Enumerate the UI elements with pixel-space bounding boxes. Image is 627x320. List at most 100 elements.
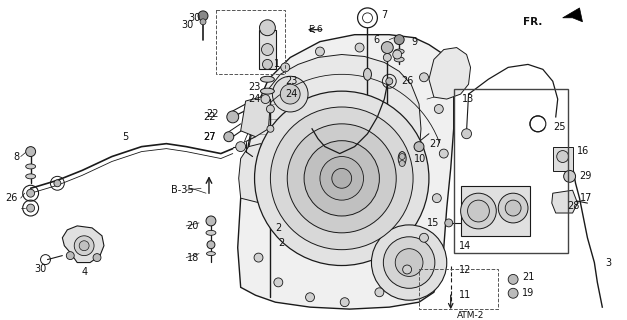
- Ellipse shape: [398, 152, 406, 165]
- Circle shape: [79, 241, 89, 251]
- Text: 15: 15: [426, 218, 439, 228]
- Circle shape: [272, 76, 308, 112]
- Text: 20: 20: [187, 221, 199, 231]
- Text: 12: 12: [458, 266, 471, 276]
- Text: 29: 29: [579, 171, 592, 181]
- Text: 28: 28: [567, 201, 580, 211]
- Text: 22: 22: [206, 109, 219, 119]
- Circle shape: [393, 50, 402, 59]
- Text: 5: 5: [122, 132, 128, 142]
- Circle shape: [320, 156, 364, 200]
- Text: 2: 2: [278, 238, 285, 248]
- Polygon shape: [238, 35, 454, 309]
- Text: 2: 2: [275, 223, 282, 233]
- Text: 9: 9: [411, 36, 417, 47]
- Polygon shape: [62, 226, 104, 262]
- Circle shape: [386, 78, 393, 85]
- Ellipse shape: [206, 230, 216, 235]
- Text: 24: 24: [285, 89, 298, 99]
- Circle shape: [254, 253, 263, 262]
- Circle shape: [505, 200, 521, 216]
- Circle shape: [371, 225, 447, 300]
- Circle shape: [260, 20, 275, 36]
- Ellipse shape: [260, 88, 275, 94]
- Circle shape: [207, 241, 215, 249]
- Bar: [216, 10, 285, 74]
- Bar: [258, 30, 277, 69]
- Circle shape: [266, 105, 275, 113]
- Text: 30: 30: [181, 20, 193, 30]
- Circle shape: [280, 84, 300, 104]
- Circle shape: [461, 129, 472, 139]
- Circle shape: [340, 298, 349, 307]
- Text: 26: 26: [401, 76, 414, 86]
- Circle shape: [206, 216, 216, 226]
- Ellipse shape: [260, 76, 275, 82]
- Text: 22: 22: [203, 112, 216, 122]
- Circle shape: [468, 200, 489, 222]
- Bar: [454, 89, 567, 253]
- Text: E-6: E-6: [308, 25, 323, 34]
- Text: 21: 21: [522, 272, 534, 283]
- Circle shape: [435, 105, 443, 114]
- Text: 7: 7: [381, 10, 387, 20]
- Circle shape: [200, 19, 206, 25]
- Circle shape: [261, 44, 273, 55]
- Circle shape: [305, 293, 315, 302]
- Ellipse shape: [394, 57, 404, 62]
- Polygon shape: [241, 97, 270, 137]
- Text: 16: 16: [577, 146, 589, 156]
- Circle shape: [255, 91, 429, 266]
- Text: 23: 23: [285, 76, 298, 86]
- Circle shape: [419, 73, 428, 82]
- Polygon shape: [249, 54, 421, 228]
- Text: 27: 27: [203, 132, 216, 142]
- Text: 10: 10: [414, 154, 426, 164]
- Circle shape: [375, 288, 384, 297]
- Text: 8: 8: [14, 152, 19, 162]
- Text: 17: 17: [579, 193, 592, 203]
- Text: 18: 18: [187, 252, 199, 263]
- Circle shape: [74, 236, 94, 256]
- Bar: [461, 186, 530, 236]
- Text: FR.: FR.: [524, 17, 543, 27]
- Polygon shape: [239, 144, 270, 203]
- Text: 27: 27: [203, 132, 216, 142]
- Circle shape: [315, 47, 324, 56]
- Text: 3: 3: [605, 258, 611, 268]
- Circle shape: [355, 43, 364, 52]
- Circle shape: [414, 142, 424, 152]
- Circle shape: [66, 252, 74, 260]
- Circle shape: [564, 171, 576, 182]
- Circle shape: [383, 53, 391, 61]
- Ellipse shape: [206, 252, 216, 256]
- Text: 30: 30: [34, 265, 46, 275]
- Text: 24: 24: [249, 94, 261, 104]
- Text: 1: 1: [274, 60, 280, 69]
- Text: 14: 14: [458, 241, 471, 251]
- Text: 4: 4: [81, 268, 87, 277]
- Circle shape: [381, 42, 393, 53]
- Circle shape: [236, 142, 246, 152]
- Text: 13: 13: [461, 94, 474, 104]
- Circle shape: [394, 35, 404, 44]
- Circle shape: [440, 149, 448, 158]
- Circle shape: [281, 63, 290, 72]
- Circle shape: [270, 107, 413, 250]
- Text: 23: 23: [249, 82, 261, 92]
- Circle shape: [261, 95, 270, 104]
- Circle shape: [93, 254, 101, 261]
- Circle shape: [395, 249, 423, 276]
- Circle shape: [224, 132, 234, 142]
- Circle shape: [508, 275, 518, 284]
- Circle shape: [54, 180, 61, 187]
- Circle shape: [287, 124, 396, 233]
- Circle shape: [403, 265, 411, 274]
- Text: 27: 27: [429, 139, 441, 149]
- Text: 6: 6: [373, 35, 379, 44]
- Circle shape: [332, 168, 352, 188]
- Circle shape: [508, 288, 518, 298]
- Text: 30: 30: [189, 13, 201, 23]
- Circle shape: [399, 161, 405, 166]
- Circle shape: [27, 189, 34, 197]
